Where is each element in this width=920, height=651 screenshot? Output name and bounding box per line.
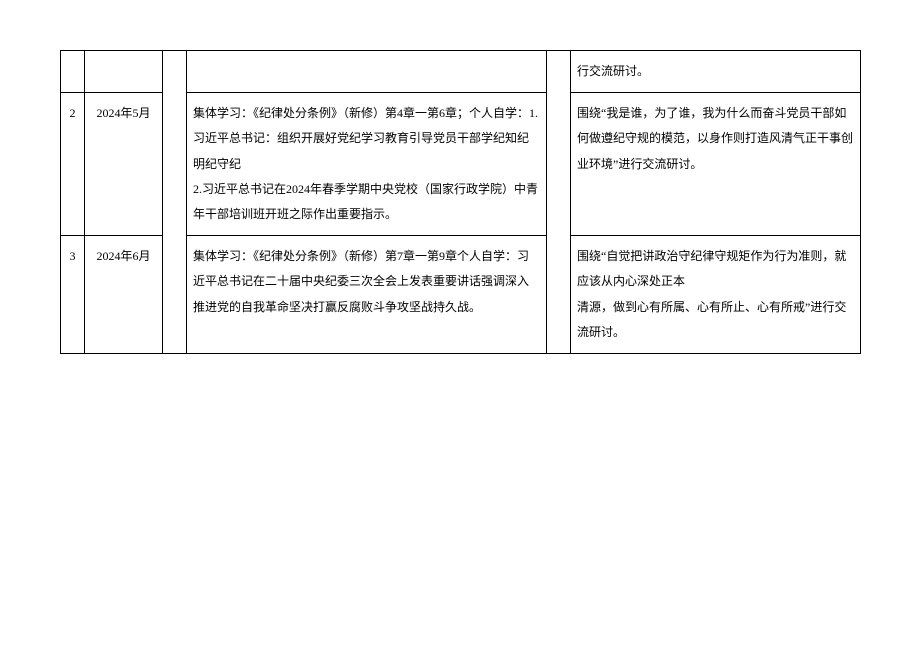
cell-idx [61,51,85,93]
cell-last: 行交流研讨。 [571,51,861,93]
table-row: 行交流研讨。 [61,51,861,93]
cell-idx: 3 [61,236,85,354]
cell-main: 集体学习：《纪律处分条例》（新修）第4章一第6章；个人自学：1.习近平总书记：组… [187,93,547,236]
cell-date [85,51,163,93]
cell-last: 围绕“自觉把讲政治守纪律守规矩作为行为准则，就应该从内心深处正本清源，做到心有所… [571,236,861,354]
cell-date: 2024年6月 [85,236,163,354]
cell-gap2 [547,51,571,354]
cell-idx: 2 [61,93,85,236]
cell-last: 围绕“我是谁，为了谁，我为什么而奋斗党员干部如何做遵纪守规的模范，以身作则打造风… [571,93,861,236]
cell-main [187,51,547,93]
schedule-table: 行交流研讨。 2 2024年5月 集体学习：《纪律处分条例》（新修）第4章一第6… [60,50,861,354]
cell-main: 集体学习：《纪律处分条例》（新修）第7章一第9章个人自学：习近平总书记在二十届中… [187,236,547,354]
cell-date: 2024年5月 [85,93,163,236]
cell-gap [163,51,187,354]
